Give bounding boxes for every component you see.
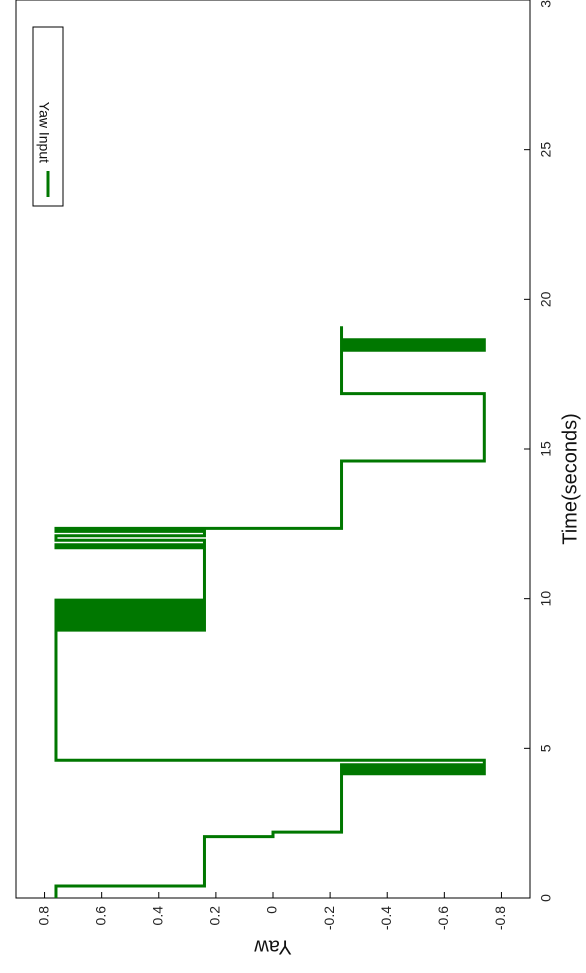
series-line-yaw-input	[54, 326, 486, 898]
y-tick-label: 0.4	[149, 906, 165, 926]
x-tick-label: 30	[538, 0, 554, 8]
y-tick-label: 0.2	[207, 906, 223, 926]
legend-label: Yaw Input	[36, 102, 52, 163]
x-tick-label: 0	[538, 894, 554, 902]
x-tick-label: 15	[538, 441, 554, 457]
y-axis-title: Yaw	[254, 936, 292, 958]
x-tick-label: 5	[538, 744, 554, 752]
legend: Yaw Input	[32, 26, 64, 207]
y-tick-label: -0.2	[321, 906, 337, 930]
x-axis-title: Time(seconds)	[559, 413, 581, 545]
x-tick-label: 20	[538, 291, 554, 307]
x-axis: 0 5 10 15 20 25 30	[524, 0, 554, 902]
y-tick-label: 0	[264, 906, 280, 914]
y-tick-label: 0.8	[35, 906, 51, 926]
y-tick-label: -0.8	[492, 906, 508, 930]
y-tick-label: -0.4	[378, 906, 394, 930]
plot-area	[15, 0, 531, 899]
y-tick-label: 0.6	[92, 906, 108, 926]
series-layer	[54, 326, 486, 898]
y-tick-label: -0.6	[435, 906, 451, 930]
x-tick-label: 25	[538, 142, 554, 158]
y-axis: 0.8 0.6 0.4 0.2 0 -0.2 -0.4 -0.6 -0.8	[35, 892, 508, 930]
x-tick-label: 10	[538, 591, 554, 607]
